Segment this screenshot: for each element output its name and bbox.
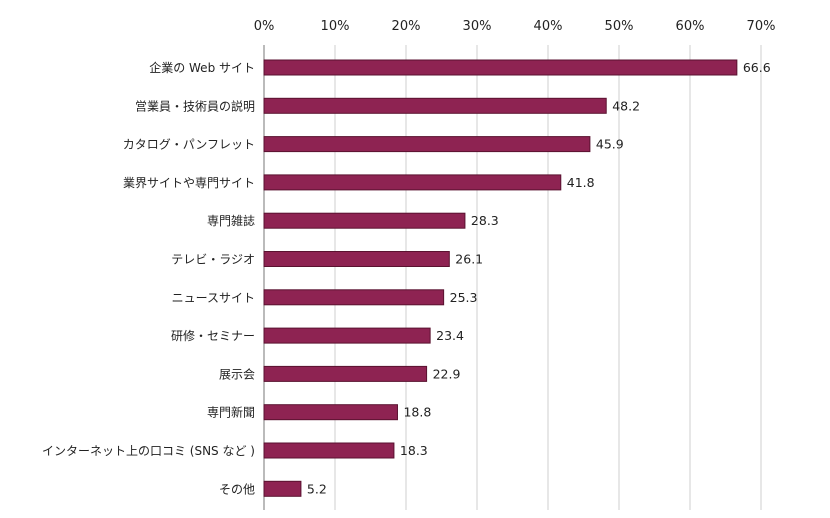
bar	[263, 289, 445, 306]
bar	[263, 404, 398, 421]
data-label: 5.2	[307, 481, 327, 496]
bar	[263, 327, 431, 344]
data-label: 41.8	[567, 175, 595, 190]
category-label: 営業員・技術員の説明	[135, 98, 255, 113]
data-label: 25.3	[450, 290, 478, 305]
bar	[263, 365, 428, 382]
x-axis-ticks: 0% 10% 20% 30% 40% 50% 60% 70%	[254, 19, 776, 34]
bar	[263, 59, 738, 76]
category-label: ニュースサイト	[172, 291, 255, 305]
bar	[263, 136, 591, 153]
bar	[263, 251, 450, 267]
grid-lines	[263, 45, 762, 510]
data-label: 23.4	[436, 328, 464, 343]
x-tick-label: 60%	[676, 19, 705, 34]
x-tick-label: 20%	[392, 19, 421, 34]
data-label: 45.9	[596, 137, 624, 152]
data-label: 48.2	[612, 98, 640, 113]
bars	[263, 59, 738, 497]
x-tick-label: 30%	[463, 19, 492, 34]
bar	[263, 212, 466, 229]
x-tick-label: 10%	[321, 19, 350, 34]
category-label: 研修・セミナー	[171, 328, 255, 343]
data-label: 22.9	[433, 366, 461, 381]
data-label: 66.6	[743, 60, 771, 75]
bar	[263, 480, 302, 497]
x-tick-label: 40%	[534, 19, 563, 34]
category-label: 企業の Web サイト	[149, 60, 255, 75]
bar	[263, 442, 395, 459]
category-label: 展示会	[219, 367, 255, 381]
data-label: 28.3	[471, 213, 499, 228]
x-tick-label: 70%	[747, 19, 776, 34]
x-tick-label: 50%	[605, 19, 634, 34]
bar	[263, 97, 607, 114]
category-label: 専門雑誌	[207, 213, 255, 228]
category-label: インターネット上の口コミ (SNS など )	[42, 444, 255, 458]
category-label: その他	[219, 482, 255, 496]
bar	[263, 174, 562, 191]
data-label: 18.3	[400, 443, 428, 458]
category-label: 業界サイトや専門サイト	[123, 176, 255, 190]
data-label: 26.1	[455, 252, 483, 267]
category-label: カタログ・パンフレット	[123, 138, 255, 152]
category-label: 専門新聞	[207, 405, 255, 420]
category-labels: 企業の Web サイト営業員・技術員の説明カタログ・パンフレット業界サイトや専門…	[42, 60, 255, 496]
x-tick-label: 0%	[254, 19, 275, 34]
data-label: 18.8	[403, 405, 431, 420]
category-label: テレビ・ラジオ	[171, 253, 255, 267]
data-labels: 66.6 48.2 45.9 41.8 28.3 26.1 25.3 23.4 22.9 18.8…	[307, 60, 771, 496]
